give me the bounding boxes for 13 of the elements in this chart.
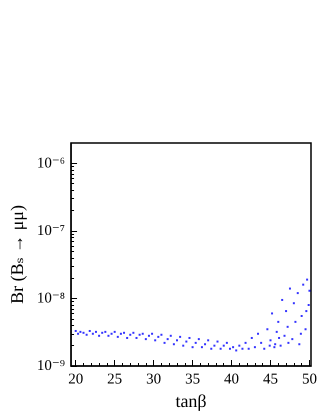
x-tick-label: 35 — [185, 372, 200, 388]
x-tick-label: 45 — [262, 372, 278, 388]
y-tick-label: 10⁻⁹ — [36, 358, 66, 374]
y-axis-title: Br (Bₛ → μμ) — [7, 205, 27, 304]
y-tick-label: 10⁻⁶ — [36, 155, 66, 172]
y-tick-label: 10⁻⁸ — [36, 290, 66, 306]
x-tick-label: 50 — [302, 372, 317, 388]
x-tick-label: 20 — [68, 372, 84, 388]
x-axis-title: tanβ — [175, 391, 207, 411]
y-tick-label: 10⁻⁷ — [36, 222, 66, 239]
x-tick-label: 30 — [146, 372, 162, 388]
x-tick-label: 40 — [224, 372, 240, 388]
x-tick-label: 25 — [107, 372, 122, 388]
